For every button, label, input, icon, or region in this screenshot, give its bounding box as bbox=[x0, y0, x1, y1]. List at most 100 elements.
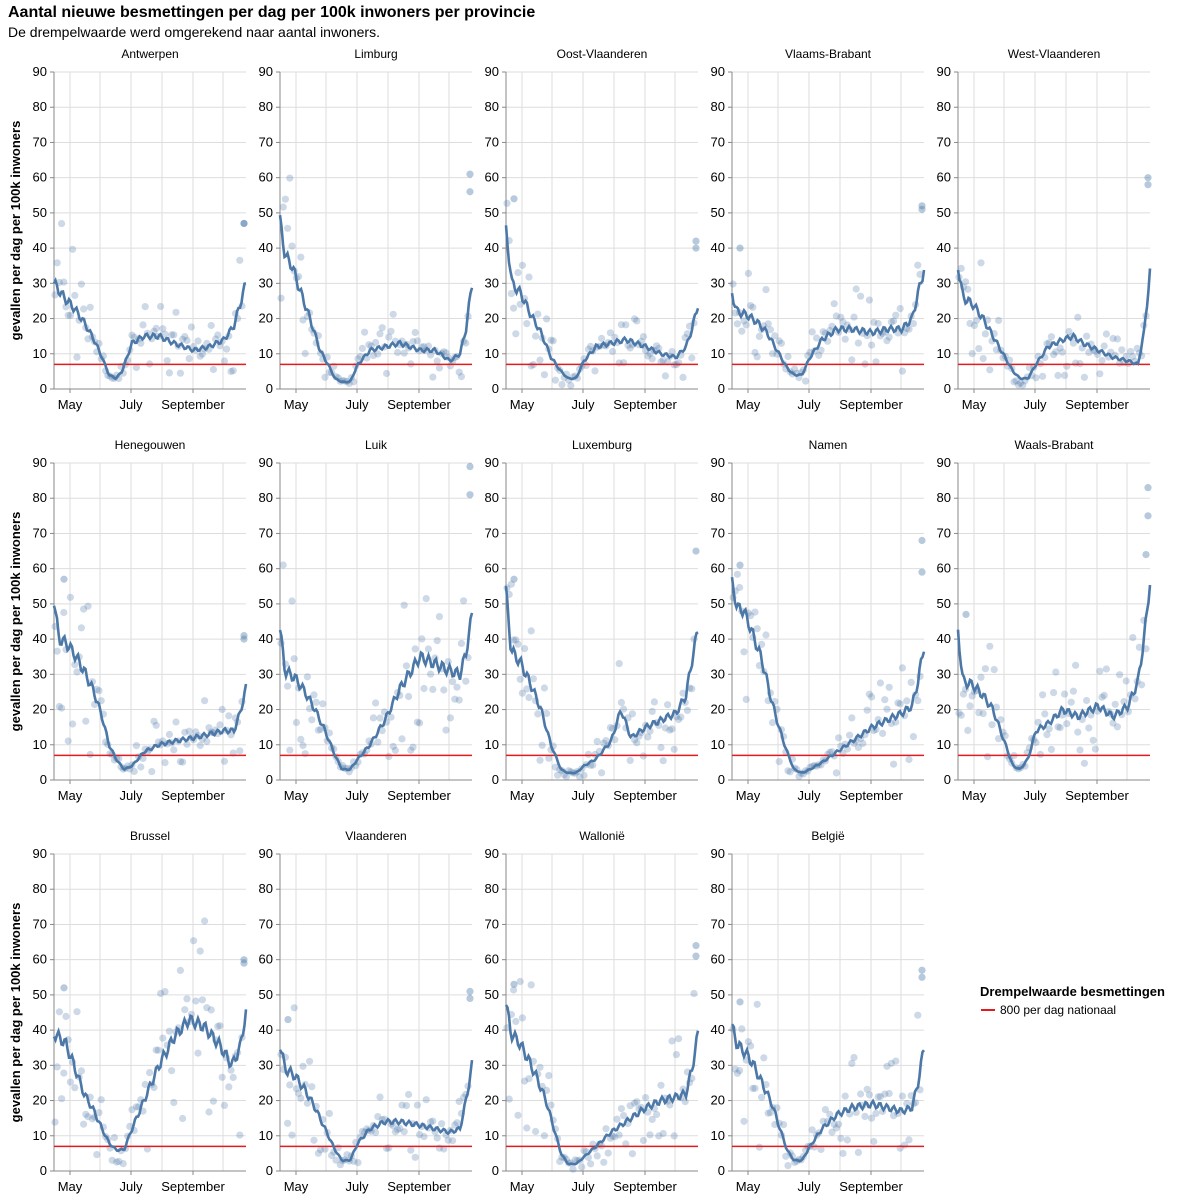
points-west-vlaanderen bbox=[955, 174, 1152, 389]
data-point bbox=[617, 1105, 626, 1113]
x-tick-label: July bbox=[797, 788, 821, 803]
data-point bbox=[1129, 352, 1137, 361]
data-point bbox=[516, 977, 524, 986]
data-point bbox=[369, 714, 377, 722]
data-point bbox=[297, 253, 305, 261]
data-point bbox=[297, 735, 305, 744]
data-point bbox=[569, 1165, 577, 1173]
data-point bbox=[648, 355, 656, 363]
x-tick-label: September bbox=[839, 1179, 903, 1194]
data-point bbox=[868, 1114, 876, 1122]
data-point bbox=[1054, 723, 1062, 731]
data-point bbox=[442, 726, 450, 734]
data-point bbox=[240, 635, 248, 643]
data-point bbox=[207, 321, 215, 330]
panel-vlaams-brabant: Vlaams-Brabant 0 10 20 30 40 50 60 70 80 90 May July… bbox=[711, 47, 926, 412]
data-point bbox=[1129, 634, 1137, 642]
data-point bbox=[876, 332, 885, 340]
data-point bbox=[53, 259, 61, 267]
x-tick-label: May bbox=[58, 788, 83, 803]
y-tick-label: 20 bbox=[33, 702, 47, 717]
points-antwerpen bbox=[51, 219, 248, 383]
data-point bbox=[80, 605, 88, 613]
data-point bbox=[613, 1115, 621, 1123]
y-tick-label: 50 bbox=[259, 987, 273, 1002]
y-tick-label: 80 bbox=[485, 490, 499, 505]
data-point bbox=[1142, 550, 1150, 559]
data-point bbox=[71, 661, 79, 669]
y-tick-label: 30 bbox=[485, 275, 499, 290]
panel-limburg: Limburg 0 10 20 30 40 50 60 70 80 90 May July Septemb… bbox=[259, 47, 474, 412]
y-tick-label: 0 bbox=[492, 1163, 499, 1178]
data-point bbox=[1017, 379, 1025, 387]
y-tick-label: 20 bbox=[259, 702, 273, 717]
data-point bbox=[584, 345, 593, 353]
data-point bbox=[631, 315, 639, 323]
data-point bbox=[438, 1120, 446, 1128]
y-tick-label: 30 bbox=[33, 275, 47, 290]
data-point bbox=[883, 337, 891, 345]
data-point bbox=[753, 1000, 761, 1008]
data-point bbox=[73, 353, 81, 361]
data-point bbox=[229, 367, 237, 375]
data-point bbox=[110, 1133, 118, 1142]
data-point bbox=[512, 1017, 520, 1025]
panel-title-belgi-: België bbox=[811, 829, 845, 843]
data-point bbox=[986, 366, 994, 374]
data-point bbox=[328, 1151, 336, 1160]
data-point bbox=[413, 337, 421, 345]
trend-line-vlaams-brabant bbox=[730, 269, 926, 377]
data-point bbox=[358, 344, 366, 352]
data-point bbox=[218, 1073, 226, 1081]
data-point bbox=[514, 269, 522, 277]
data-point bbox=[509, 986, 518, 994]
x-tick-label: September bbox=[387, 788, 451, 803]
y-tick-label: 90 bbox=[485, 846, 499, 861]
data-point bbox=[749, 303, 757, 311]
data-point bbox=[509, 304, 518, 312]
y-tick-label: 70 bbox=[259, 134, 273, 149]
data-point bbox=[1032, 738, 1040, 747]
trend-line-west-vlaanderen bbox=[956, 268, 1152, 381]
data-point bbox=[236, 1131, 244, 1139]
y-tick-label: 50 bbox=[33, 205, 47, 220]
x-tick-label: May bbox=[284, 397, 309, 412]
data-point bbox=[1098, 693, 1106, 701]
data-point bbox=[545, 754, 553, 762]
data-point bbox=[692, 547, 700, 555]
data-point bbox=[1074, 313, 1082, 321]
data-point bbox=[782, 1152, 790, 1160]
data-point bbox=[62, 1012, 70, 1021]
panel-antwerpen: Antwerpen 0 10 20 30 40 50 60 70 80 90 May July Septe… bbox=[33, 47, 248, 412]
data-point bbox=[119, 1160, 127, 1168]
data-point bbox=[988, 721, 996, 729]
points-belgi- bbox=[729, 966, 926, 1170]
data-point bbox=[832, 1124, 841, 1132]
data-point bbox=[587, 342, 595, 350]
data-point bbox=[281, 195, 289, 203]
data-point bbox=[536, 1063, 544, 1071]
y-tick-label: 80 bbox=[937, 490, 951, 505]
data-point bbox=[297, 1094, 305, 1102]
data-point bbox=[896, 700, 904, 708]
y-tick-label: 60 bbox=[485, 952, 499, 967]
data-point bbox=[409, 338, 417, 346]
y-tick-label: 0 bbox=[492, 772, 499, 787]
data-point bbox=[196, 741, 204, 750]
data-point bbox=[857, 1090, 865, 1098]
data-point bbox=[1063, 720, 1071, 728]
data-point bbox=[503, 199, 511, 207]
data-point bbox=[139, 754, 147, 763]
data-point bbox=[343, 1151, 351, 1159]
data-point bbox=[870, 1137, 878, 1146]
y-tick-label: 20 bbox=[711, 311, 725, 326]
panel-title-oost-vlaanderen: Oost-Vlaanderen bbox=[557, 47, 648, 61]
data-point bbox=[766, 1109, 775, 1117]
panel-title-namen: Namen bbox=[809, 438, 848, 452]
data-point bbox=[139, 321, 147, 329]
data-point bbox=[521, 1077, 529, 1085]
data-point bbox=[655, 344, 663, 352]
data-point bbox=[668, 1037, 676, 1045]
data-point bbox=[918, 536, 926, 545]
data-point bbox=[391, 746, 399, 755]
